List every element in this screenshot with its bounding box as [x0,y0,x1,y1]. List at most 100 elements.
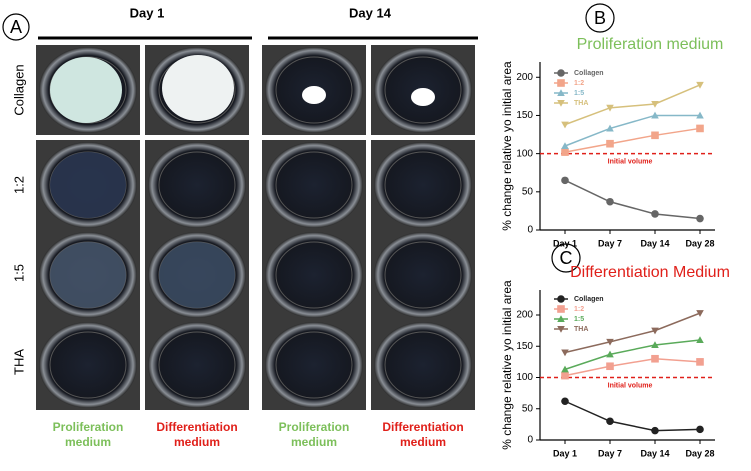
legend-marker [557,295,565,303]
chart-title: Differentiation Medium [570,264,730,281]
y-axis-label: % change relative yo initial area [500,280,514,450]
panel-letter: A [10,17,22,37]
y-tick-label: 0 [527,435,533,446]
data-point [696,310,704,317]
reference-label: Initial volume [608,158,653,165]
gel-disc [162,55,234,121]
legend-label: THA [574,100,588,107]
data-point [606,104,614,112]
well-photo [261,319,367,411]
data-point [651,100,659,108]
data-point [606,338,614,346]
y-tick-label: 50 [522,186,534,197]
data-point [606,350,614,358]
well-photo [144,319,250,411]
y-tick-label: 50 [522,403,534,414]
y-axis-label: % change relative yo initial area [500,61,514,231]
column-labels: ProliferationmediumDifferentiationmedium… [53,420,464,449]
data-point [651,341,659,349]
legend-label: 1:2 [574,306,584,313]
gel-disc [50,152,126,218]
well-photo [370,229,476,321]
data-point [561,142,569,150]
gel-disc [302,86,326,104]
legend-label: Collagen [574,296,604,303]
panel-letter: C [560,248,573,268]
legend-marker [557,305,565,313]
panel-letter-circle [551,243,581,273]
series-line [564,84,701,126]
gel-disc [50,57,122,123]
gel-disc [411,88,435,106]
x-tick-label: Day 1 [553,238,577,248]
series-line [564,179,701,220]
data-point [651,131,659,140]
x-tick-label: Day 14 [640,448,669,458]
column-label: Differentiation [156,420,237,434]
legend-marker [557,79,565,87]
column-label: medium [291,435,337,449]
legend-label: 1:2 [574,80,584,87]
panel-letter-circle [585,3,615,33]
column-label: medium [174,435,220,449]
legend-marker [557,315,565,323]
data-point [606,124,614,132]
legend-label: 1:5 [574,316,584,323]
well-photo [261,229,367,321]
column-label: Proliferation [53,420,124,434]
group-label: Day 14 [349,5,392,20]
charts: B Proliferation medium % change relative y… [500,3,730,458]
well-photo [144,139,250,231]
data-point [696,336,704,344]
row-label: Collagen [11,64,26,115]
data-point [606,362,614,371]
column-label: Proliferation [279,420,350,434]
y-tick-label: 150 [516,341,533,352]
x-tick-label: Day 14 [640,238,669,248]
series-line [564,357,701,377]
data-point [696,425,704,434]
legend-marker [557,325,565,333]
series-line [564,114,700,147]
data-point [561,397,569,406]
y-tick-label: 100 [516,372,533,383]
data-point [606,417,614,426]
x-tick-label: Day 7 [598,238,622,248]
column-label: Differentiation [382,420,463,434]
reference-label: Initial volume [608,382,653,389]
row-label: 1:5 [11,264,26,282]
x-tick-label: Day 7 [598,448,622,458]
x-tick-label: Day 28 [685,238,714,248]
y-tick-label: 150 [516,110,533,121]
data-point [651,210,659,218]
well-photo [370,139,476,231]
legend-label: Collagen [574,70,604,77]
data-point [561,176,569,185]
data-point [561,371,569,380]
legend-label: THA [574,326,588,333]
data-point [696,214,704,223]
series-line [564,312,701,354]
legend-label: 1:5 [574,90,584,97]
series-line [564,400,701,432]
series-line [564,127,701,153]
gel-disc [159,242,235,308]
panel-a: A Day 1 Day 14 Collagen 1:2 1:5 THA [2,5,478,411]
y-tick-label: 200 [516,72,533,83]
data-point [696,358,704,366]
y-tick-label: 200 [516,310,533,321]
data-point [651,426,659,435]
well-photo [261,139,367,231]
chart-title: Proliferation medium [577,36,724,53]
data-point [651,327,659,335]
panel-letter-circle [2,13,30,41]
panel-letter: B [594,8,606,28]
data-point [696,111,704,119]
data-point [561,365,569,373]
row-label: 1:2 [11,176,26,194]
data-point [606,197,614,206]
line-chart: B Proliferation medium % change relative y… [500,3,724,248]
data-point [561,121,569,129]
